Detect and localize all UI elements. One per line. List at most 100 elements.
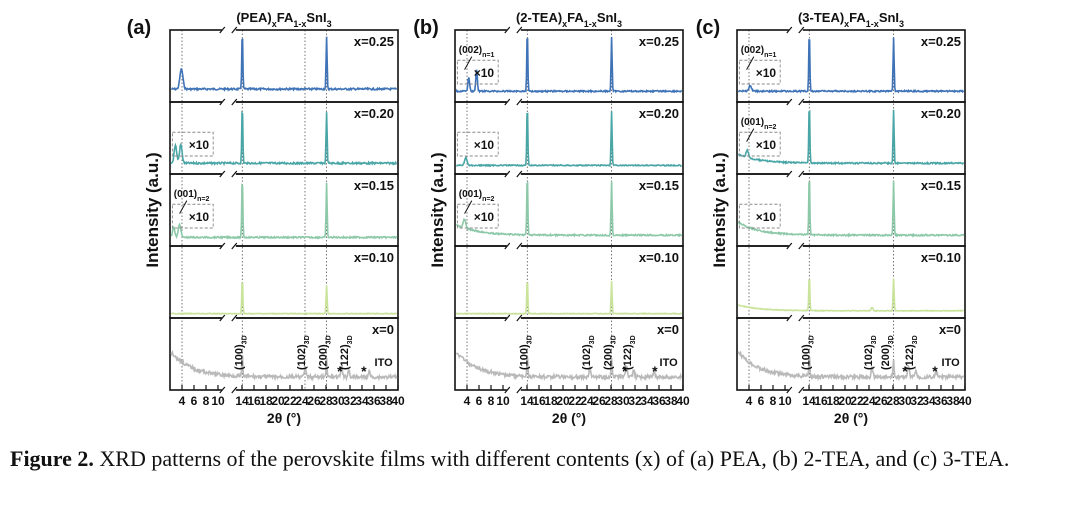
peak-label-100: (100)3D — [800, 335, 815, 370]
x-axis-label: 2θ (°) — [267, 410, 301, 426]
axis-break-mark — [504, 26, 523, 34]
axis-break-mark — [504, 242, 523, 250]
zoom-box — [738, 131, 781, 157]
row-x-0-10: x=0.10 — [169, 245, 399, 319]
series-label-x-0-10: x=0.10 — [354, 250, 394, 265]
x-tick-label: 18 — [544, 394, 558, 408]
peak-label-102: (102)3D — [296, 335, 311, 370]
axis-break-mask — [788, 315, 803, 321]
zoom-factor-label: ×10 — [474, 210, 495, 224]
x-tick-label: 30 — [616, 394, 630, 408]
ito-star: * — [622, 363, 628, 379]
peak-annotation: (002)n=1 — [459, 45, 495, 59]
series-label-x-0-25: x=0.25 — [354, 34, 394, 49]
axis-break-mark — [786, 314, 805, 322]
x-tick-label: 18 — [259, 394, 273, 408]
xrd-pattern-x-0-15 — [737, 180, 965, 238]
row-frame — [454, 317, 684, 391]
x-tick-label: 10 — [211, 394, 225, 408]
series-label-x-0-15: x=0.15 — [921, 178, 961, 193]
series-label-x-0: x=0 — [657, 322, 679, 337]
axis-break-mark — [786, 386, 805, 394]
axis-break-mark — [219, 26, 238, 34]
x-tick-label: 8 — [488, 394, 495, 408]
series-label-x-0-20: x=0.20 — [639, 106, 679, 121]
x-tick-label: 38 — [946, 394, 960, 408]
row-x-0-10: x=0.10 — [454, 245, 684, 319]
zoom-factor-label: ×10 — [189, 138, 210, 152]
axis-break-mark — [786, 242, 805, 250]
series-label-x-0-20: x=0.20 — [354, 106, 394, 121]
x-tick-label: 6 — [758, 394, 765, 408]
axis-break-mask — [506, 243, 521, 249]
x-tick-label: 20 — [556, 394, 570, 408]
row-x-0-10: x=0.10 — [736, 245, 966, 319]
x-tick-label: 28 — [319, 394, 333, 408]
x-tick-label: 28 — [604, 394, 618, 408]
y-axis-label: Intensity (a.u.) — [428, 152, 447, 267]
axis-break-mark — [219, 98, 238, 106]
axis-break-mark — [786, 26, 805, 34]
row-x-0: x=0 — [454, 317, 684, 391]
panel-label: (a) — [127, 17, 151, 39]
row-x-0: x=0 — [736, 317, 966, 391]
zoom-factor-label: ×10 — [474, 138, 495, 152]
x-tick-label: 34 — [355, 394, 369, 408]
row-x-0: x=0 — [169, 317, 399, 391]
x-tick-label: 10 — [778, 394, 792, 408]
zoom-box — [738, 203, 781, 229]
ito-label: ITO — [942, 357, 961, 369]
zoom-box — [456, 131, 499, 157]
peak-annotation: (001)n=2 — [741, 117, 777, 131]
x-tick-label: 4 — [179, 394, 186, 408]
axis-break-mark — [786, 170, 805, 178]
x-tick-label: 36 — [652, 394, 666, 408]
panel-3: (c) (3-TEA)xFA1-xSnI3 Intensity (a.u.) x=0.… — [696, 10, 972, 426]
xrd-pattern-x-0 — [737, 350, 965, 382]
x-tick-label: 10 — [496, 394, 510, 408]
series-label-x-0: x=0 — [939, 322, 961, 337]
xrd-pattern-x-0-20 — [738, 109, 964, 166]
x-tick-label: 28 — [886, 394, 900, 408]
x-tick-label: 32 — [628, 394, 642, 408]
figure-caption: Figure 2. XRD patterns of the perovskite… — [10, 444, 1070, 474]
axis-break-mask — [506, 99, 521, 105]
axis-break-mask — [221, 315, 236, 321]
axis-break-mask — [506, 27, 521, 33]
axis-break-mark — [219, 242, 238, 250]
peak-label-200: (200)3D — [318, 335, 333, 370]
zoom-factor-label: ×10 — [756, 66, 777, 80]
x-tick-label: 24 — [295, 394, 309, 408]
axis-break-mask — [788, 387, 803, 393]
xrd-pattern-x-0-15 — [456, 181, 683, 238]
ito-star: * — [652, 363, 658, 379]
row-x-0-25: x=0.25 ×10 (002)n=1 — [736, 29, 966, 103]
row-x-0-25: x=0.25 ×10 (002)n=1 — [454, 29, 684, 103]
x-tick-label: 30 — [331, 394, 345, 408]
panel-label: (b) — [413, 17, 439, 39]
x-tick-label: 14 — [802, 394, 816, 408]
panel-title: (3-TEA)xFA1-xSnI3 — [798, 10, 904, 29]
caption-text: XRD patterns of the perovskite films wit… — [93, 446, 1010, 471]
axis-break-mask — [506, 315, 521, 321]
x-tick-label: 22 — [850, 394, 864, 408]
series-label-x-0-25: x=0.25 — [921, 34, 961, 49]
x-axis-label: 2θ (°) — [552, 410, 586, 426]
row-x-0-15: x=0.15 ×10 (001)n=2 — [169, 173, 399, 247]
x-tick-label: 36 — [934, 394, 948, 408]
x-tick-label: 40 — [958, 394, 972, 408]
axis-break-mark — [219, 170, 238, 178]
ito-star: * — [932, 363, 938, 379]
x-tick-label: 18 — [826, 394, 840, 408]
zoom-box — [738, 59, 781, 85]
panel-title: (PEA)xFA1-xSnI3 — [236, 10, 331, 29]
axis-break-mark — [219, 314, 238, 322]
x-tick-label: 14 — [520, 394, 534, 408]
row-x-0-20: x=0.20 ×10 — [454, 101, 684, 175]
axis-break-mask — [221, 27, 236, 33]
x-tick-label: 16 — [247, 394, 261, 408]
ito-star: * — [902, 363, 908, 379]
x-tick-label: 4 — [464, 394, 471, 408]
x-tick-label: 36 — [367, 394, 381, 408]
